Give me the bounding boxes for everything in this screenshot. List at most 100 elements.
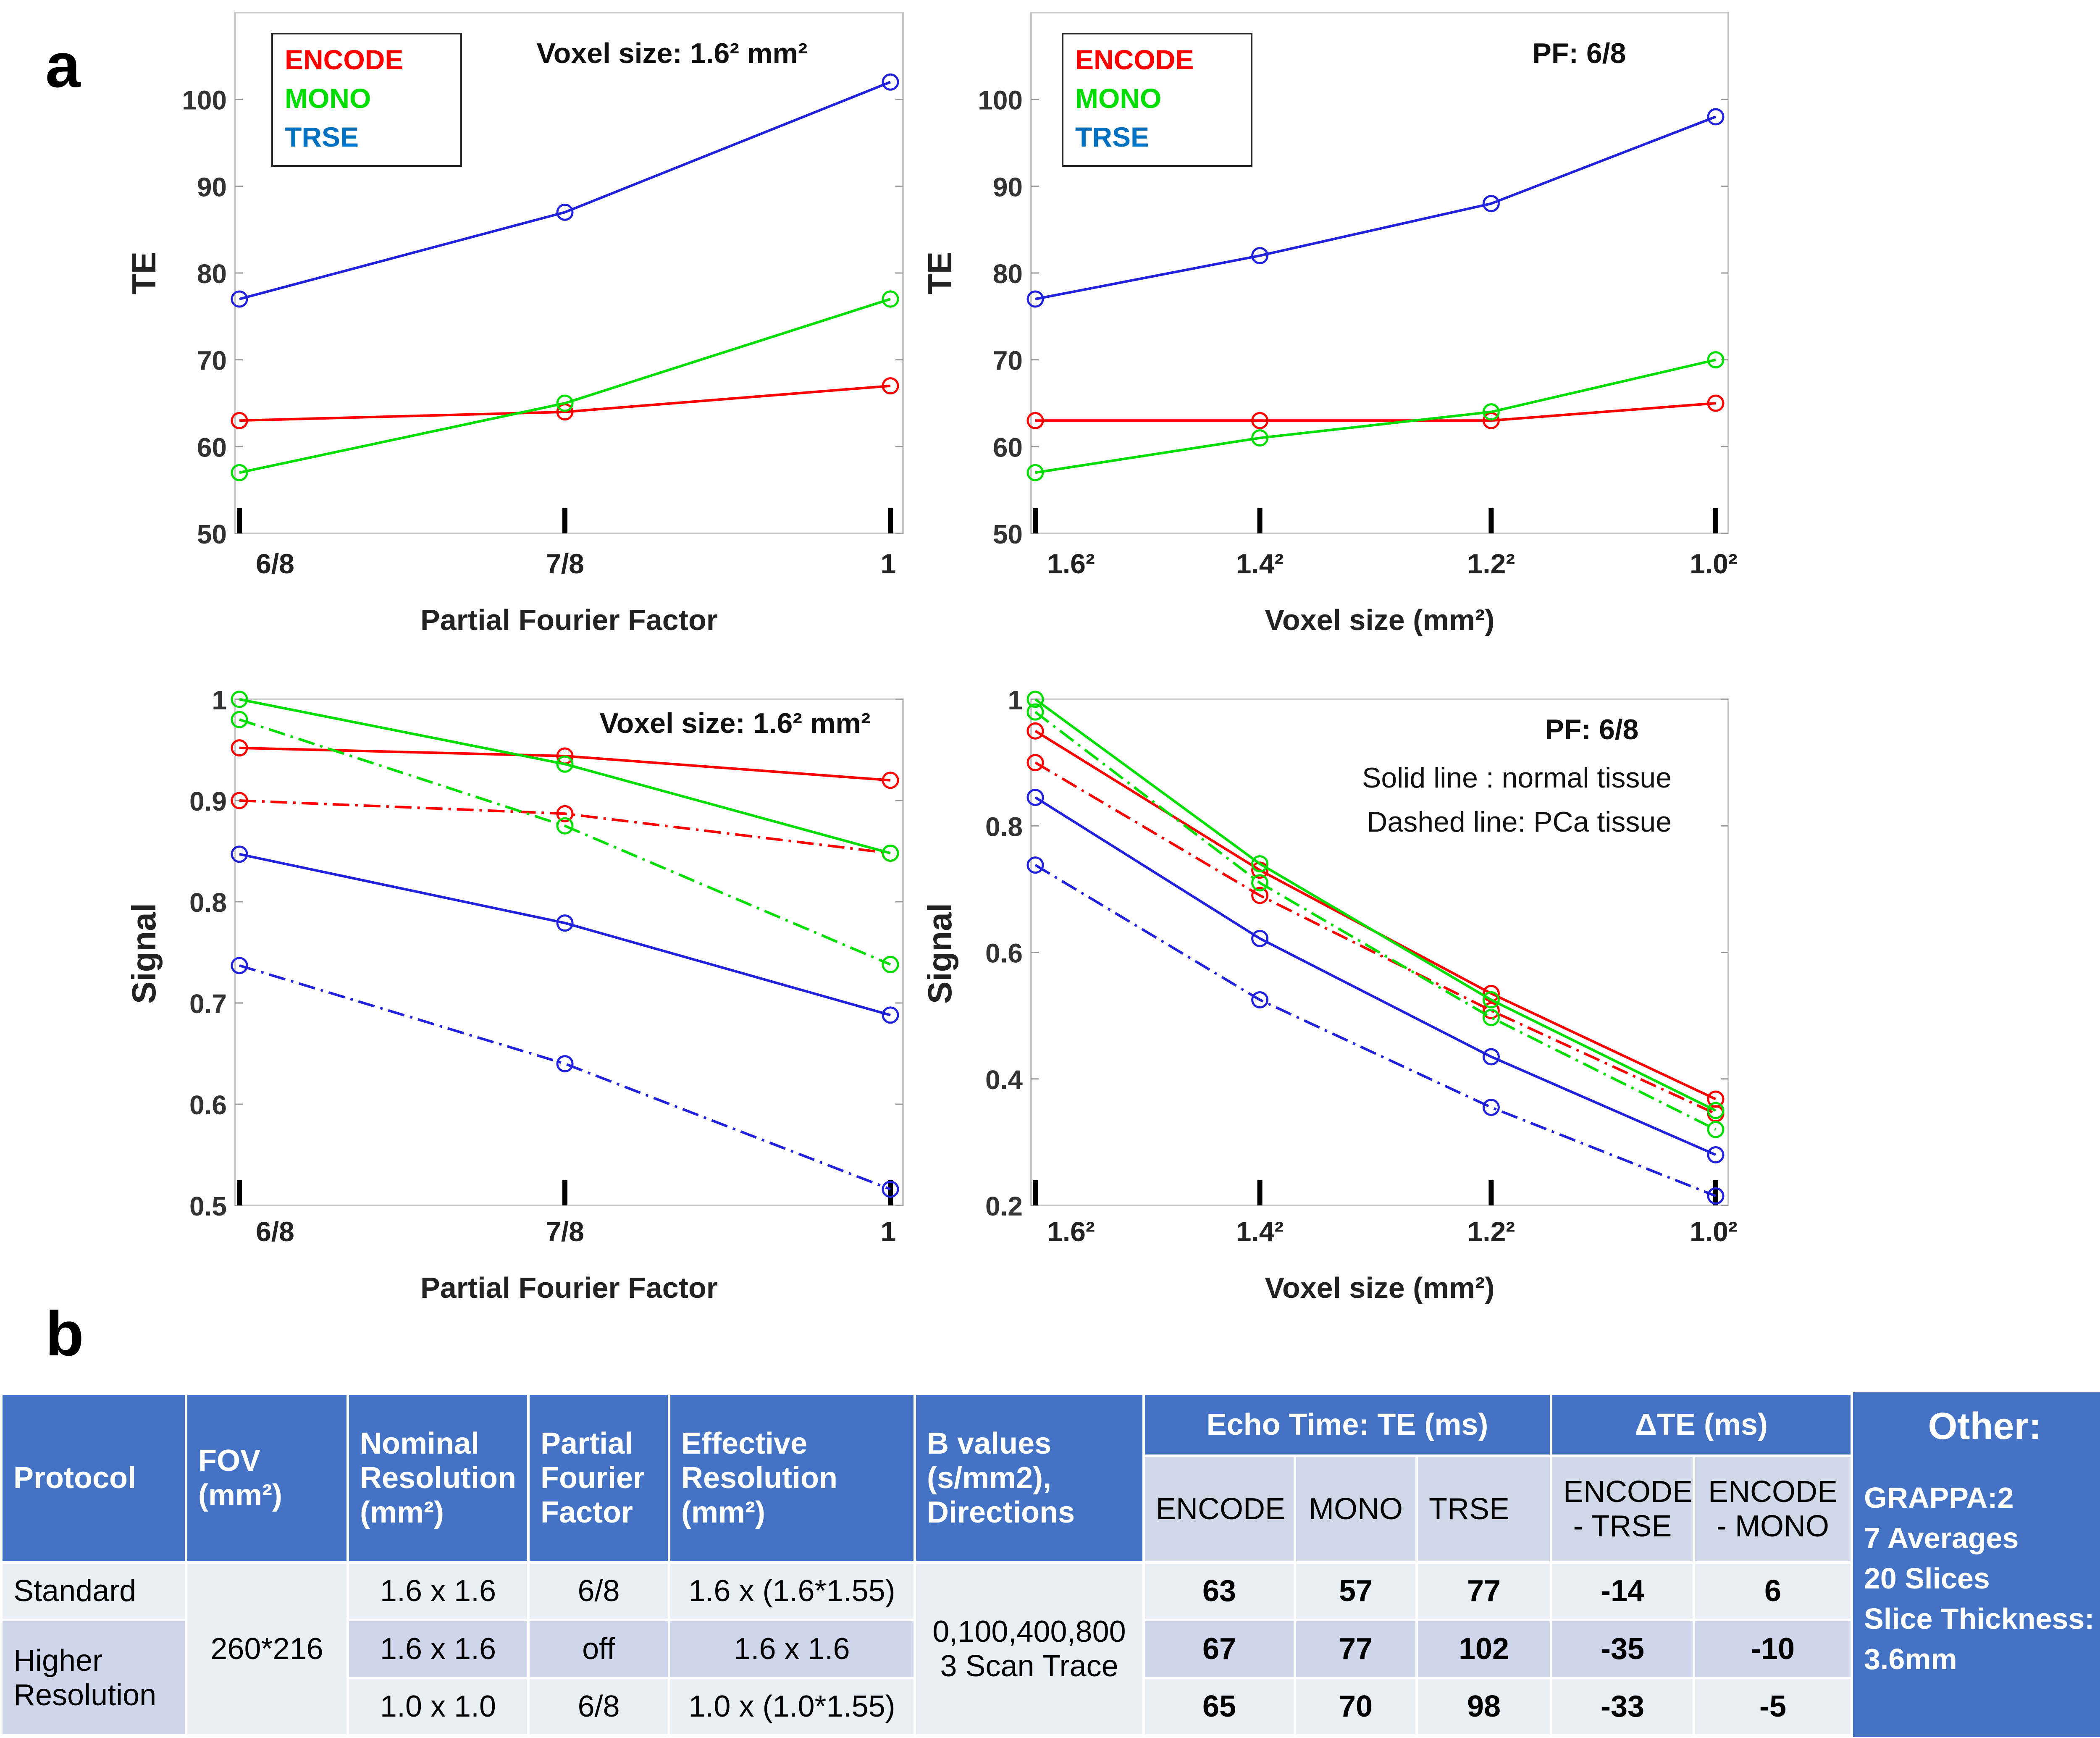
series-line <box>1034 864 1717 1197</box>
data-point <box>1707 1102 1725 1119</box>
dte-encode-trse-cell: -35 <box>1550 1619 1696 1679</box>
other-settings-box: Other: GRAPPA:2 7 Averages 20 Slices Sli… <box>1853 1392 2100 1737</box>
pf-cell: 6/8 <box>527 1561 670 1622</box>
series-line <box>239 298 891 474</box>
subheader-encode-mono: ENCODE - MONO <box>1693 1454 1853 1564</box>
y-tick-label: 100 <box>182 85 227 116</box>
data-point <box>1707 1146 1725 1163</box>
header-delta-te: ΔTE (ms) <box>1550 1392 1853 1457</box>
y-tick-label: 60 <box>197 432 227 462</box>
other-line: 7 Averages <box>1864 1522 2019 1554</box>
data-point <box>1251 929 1269 947</box>
pf-cell: off <box>527 1619 670 1679</box>
dte-encode-trse-cell: -14 <box>1550 1561 1696 1622</box>
series-line <box>239 718 891 966</box>
legend-entry: ENCODE <box>285 44 403 75</box>
data-point <box>1482 991 1500 1008</box>
b-values-cell: 0,100,400,800 3 Scan Trace <box>914 1561 1145 1737</box>
te-encode-cell: 65 <box>1142 1676 1296 1737</box>
data-point <box>882 73 899 91</box>
data-point <box>1482 403 1500 421</box>
chart-title: Voxel size: 1.6² mm² <box>537 37 808 69</box>
chart-title: Voxel size: 1.6² mm² <box>600 707 871 739</box>
legend-entry: MONO <box>285 83 371 114</box>
y-axis-label: TE <box>921 252 958 294</box>
y-tick-label: 60 <box>993 432 1023 462</box>
legend-entry: TRSE <box>285 121 359 152</box>
header-nominal-resolution: Nominal Resolution (mm²) <box>346 1392 530 1564</box>
header-b-values: B values (s/mm2), Directions <box>914 1392 1145 1564</box>
x-tick-label: 1.2² <box>1467 1216 1515 1247</box>
header-fov: FOV (mm²) <box>185 1392 349 1564</box>
data-point <box>231 290 248 308</box>
x-tick-label: 7/8 <box>546 1216 584 1247</box>
header-effective-resolution: Effective Resolution (mm²) <box>668 1392 916 1564</box>
chart-annotation: Dashed line: PCa tissue <box>1367 806 1672 838</box>
effective-cell: 1.0 x (1.0*1.55) <box>668 1676 916 1737</box>
legend-entry: MONO <box>1075 83 1161 114</box>
series-line <box>239 698 891 855</box>
other-line: Slice Thickness: <box>1864 1602 2095 1635</box>
other-line: 3.6mm <box>1864 1643 1957 1675</box>
data-point <box>1251 874 1269 892</box>
x-tick-label: 1 <box>881 1216 896 1247</box>
y-axis-label: Signal <box>125 903 163 1004</box>
legend-entry: TRSE <box>1075 121 1149 152</box>
data-point <box>1707 1187 1725 1205</box>
x-tick-label: 1.6² <box>1047 1216 1095 1247</box>
x-tick-label: 6/8 <box>256 1216 294 1247</box>
data-point <box>1251 412 1269 429</box>
y-tick-label: 1 <box>1008 685 1023 715</box>
x-tick-label: 6/8 <box>256 548 294 579</box>
protocol-higher-resolution: Higher Resolution <box>0 1619 187 1737</box>
data-point <box>231 739 248 757</box>
panel-label-b: b <box>45 1298 84 1369</box>
data-point <box>1026 703 1044 721</box>
y-tick-label: 0.6 <box>189 1090 227 1120</box>
data-point <box>1482 1099 1500 1116</box>
data-point <box>1026 856 1044 874</box>
x-axis-label: Partial Fourier Factor <box>420 1271 718 1304</box>
y-axis-label: Signal <box>921 903 958 1004</box>
fov-value: 260*216 <box>185 1561 349 1737</box>
y-tick-label: 80 <box>993 259 1023 289</box>
data-point <box>556 755 574 773</box>
protocol-standard: Standard <box>0 1561 187 1622</box>
data-point <box>882 772 899 789</box>
data-point <box>556 817 574 835</box>
te-mono-cell: 70 <box>1294 1676 1418 1737</box>
legend-entry: ENCODE <box>1075 44 1194 75</box>
data-point <box>882 1180 899 1198</box>
nominal-cell: 1.6 x 1.6 <box>346 1619 530 1679</box>
data-point <box>882 290 899 308</box>
legend-box <box>1062 33 1252 167</box>
header-echo-time: Echo Time: TE (ms) <box>1142 1392 1553 1457</box>
table-row: Standard 260*216 1.6 x 1.6 6/8 1.6 x (1.… <box>0 1561 1853 1737</box>
data-point <box>1251 991 1269 1008</box>
data-point <box>1707 351 1725 369</box>
x-axis-label: Voxel size (mm²) <box>1265 604 1494 636</box>
data-point <box>1026 788 1044 806</box>
legend-box <box>271 33 462 167</box>
dte-encode-mono-cell: -5 <box>1693 1676 1853 1737</box>
y-tick-label: 90 <box>993 172 1023 202</box>
data-point <box>556 805 574 822</box>
y-tick-label: 0.2 <box>985 1191 1023 1221</box>
figure-a-charts: 50 60 70 80 90 100 6/8 7/8 1 Partial Fourier Fact… <box>125 12 1738 1304</box>
plot-frame <box>234 698 904 1206</box>
pf-cell: 6/8 <box>527 1676 670 1737</box>
series-line <box>1034 698 1717 1112</box>
chart-title: PF: 6/8 <box>1545 714 1639 746</box>
nominal-cell: 1.0 x 1.0 <box>346 1676 530 1737</box>
y-tick-label: 100 <box>978 85 1023 116</box>
data-point <box>882 956 899 973</box>
y-tick-label: 0.6 <box>985 938 1023 969</box>
data-point <box>556 394 574 412</box>
other-line: GRAPPA:2 <box>1864 1481 2014 1514</box>
header-protocol: Protocol <box>0 1392 187 1564</box>
x-tick-label: 1.0² <box>1690 548 1738 579</box>
data-point <box>231 711 248 728</box>
data-point <box>231 792 248 809</box>
data-point <box>556 1055 574 1073</box>
y-tick-label: 50 <box>197 519 227 549</box>
